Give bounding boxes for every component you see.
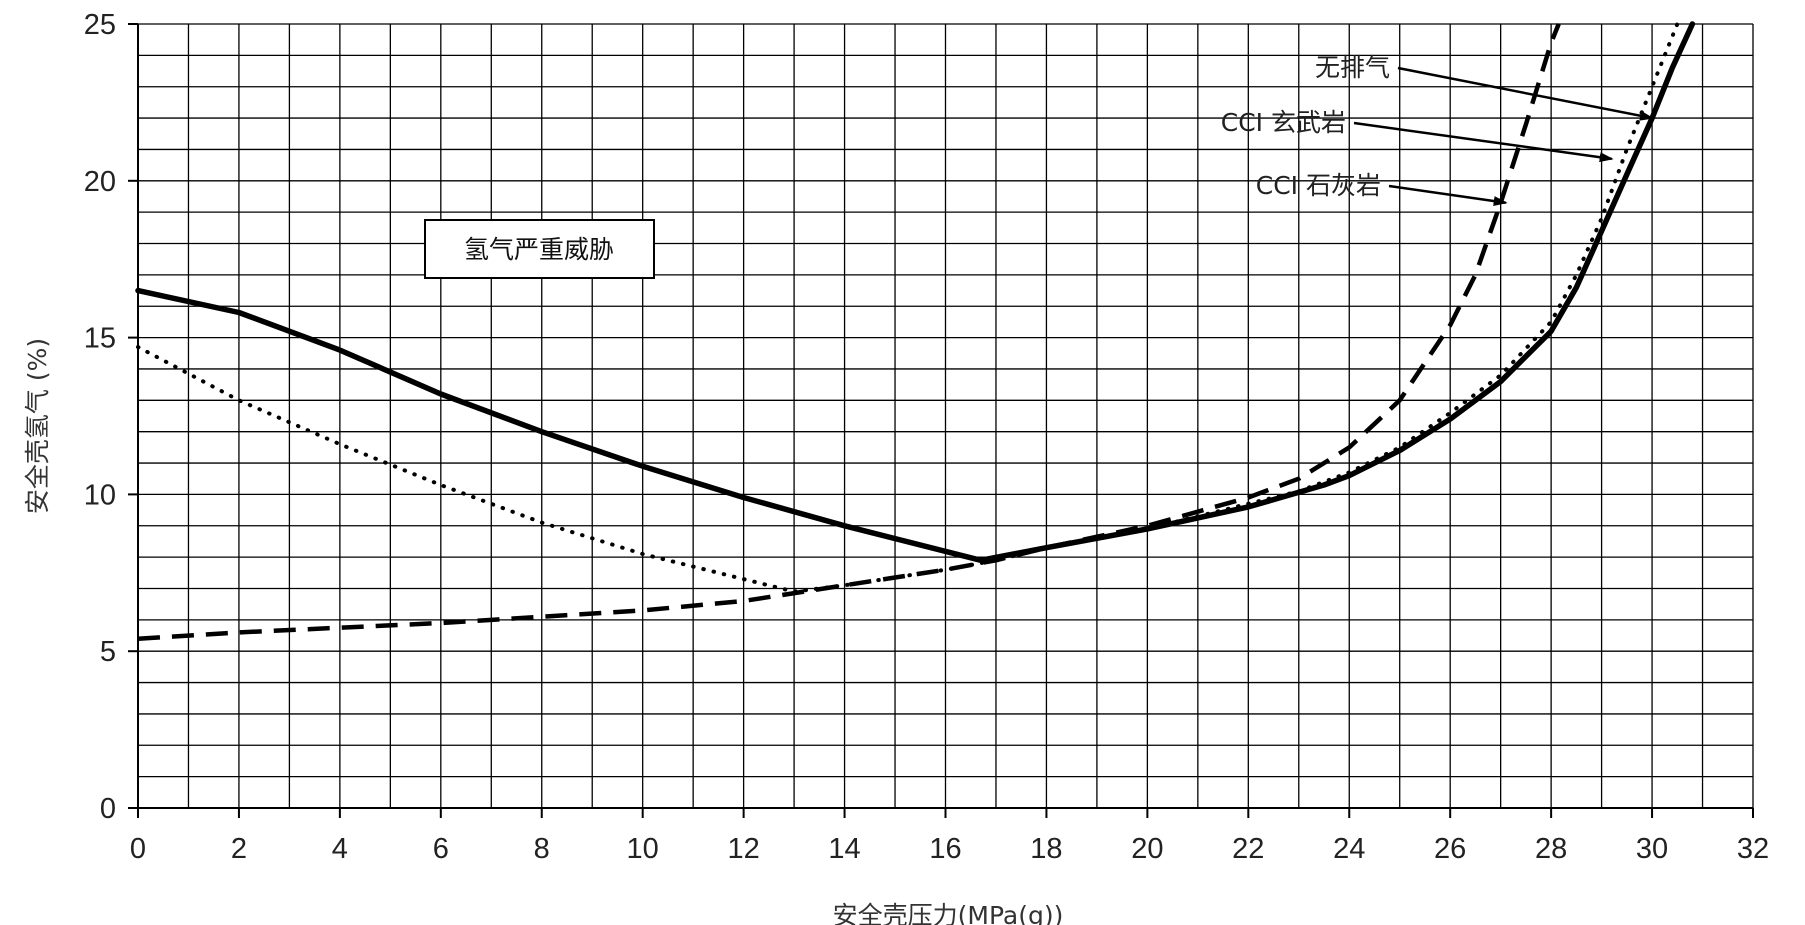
annotation-arrow [1397, 66, 1655, 121]
axes [128, 23, 1754, 818]
annotation-label: CCI 石灰岩 [1256, 171, 1381, 200]
x-tick-label: 30 [1636, 833, 1668, 865]
y-axis-title: 安全壳氢气 (%) [23, 338, 52, 514]
y-tick-label: 15 [84, 323, 116, 355]
y-tick-label: 5 [100, 636, 116, 668]
y-tick-label: 20 [84, 166, 116, 198]
y-tick-label: 0 [100, 793, 116, 825]
x-tick-label: 0 [130, 833, 146, 865]
x-tick-label: 26 [1434, 833, 1466, 865]
region-label: 氢气严重威胁 [464, 235, 614, 264]
series-line-2 [136, 22, 1680, 594]
annotation-arrow [1353, 121, 1614, 163]
x-tick-label: 14 [828, 833, 860, 865]
x-tick-label: 2 [231, 833, 247, 865]
legend-annotations: 无排气 CCI 玄武岩 CCI 石灰岩 [1221, 53, 1655, 206]
x-tick-label: 18 [1030, 833, 1062, 865]
x-tick-label: 8 [534, 833, 550, 865]
x-tick-label: 28 [1535, 833, 1567, 865]
region-label-box: 氢气严重威胁 [424, 219, 655, 279]
x-tick-label: 4 [332, 833, 348, 865]
annotation-arrow [1388, 184, 1508, 206]
series-line-3 [137, 23, 1561, 641]
x-tick-label: 24 [1333, 833, 1365, 865]
x-tick-label: 32 [1737, 833, 1769, 865]
y-tick-label: 10 [84, 479, 116, 511]
x-tick-label: 20 [1131, 833, 1163, 865]
x-tick-label: 22 [1232, 833, 1264, 865]
x-tick-label: 12 [727, 833, 759, 865]
annotation-label: 无排气 [1315, 53, 1390, 82]
x-tick-label: 10 [627, 833, 659, 865]
grid [137, 23, 1754, 809]
series-lines [135, 21, 1696, 641]
annotation-label: CCI 玄武岩 [1221, 108, 1346, 137]
series-line-1 [135, 21, 1696, 564]
y-tick-label: 25 [84, 9, 116, 41]
x-axis-title: 安全壳压力(MPa(g)) [833, 901, 1064, 925]
x-tick-label: 6 [433, 833, 449, 865]
x-tick-label: 16 [929, 833, 961, 865]
